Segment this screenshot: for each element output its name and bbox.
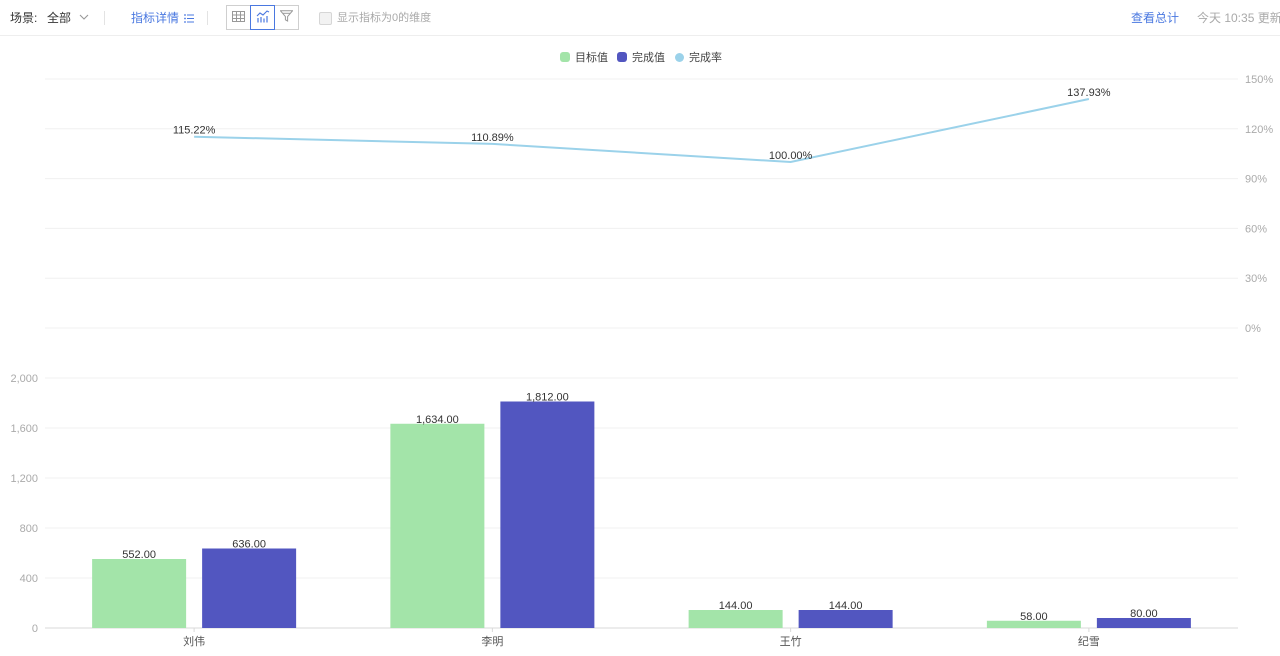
divider (207, 11, 208, 25)
scene-label: 场景: (10, 11, 38, 25)
y-tick-label-right: 0% (1245, 323, 1261, 335)
bar-target (92, 559, 187, 628)
data-label-actual: 1,812.00 (526, 392, 569, 404)
legend-label: 完成值 (632, 52, 665, 64)
data-label-rate: 100.00% (769, 150, 813, 162)
table-view-button[interactable] (226, 5, 251, 30)
chart-view-button[interactable] (250, 5, 275, 30)
show-zero-label: 显示指标为0的维度 (337, 12, 432, 24)
legend-label: 完成率 (689, 52, 722, 64)
legend-item-target[interactable]: 目标值 (560, 49, 608, 65)
combo-chart-icon (256, 9, 270, 26)
data-label-target: 1,634.00 (416, 414, 459, 426)
update-timestamp: 今天 10:35 更新. (1197, 11, 1280, 25)
bar-actual (1096, 618, 1191, 628)
y-tick-label-left: 800 (20, 523, 38, 535)
view-total-link[interactable]: 查看总计 (1131, 11, 1180, 25)
bar-actual (202, 548, 297, 628)
data-label-actual: 144.00 (829, 600, 863, 612)
x-tick-label: 纪雪 (1078, 635, 1100, 648)
chart-legend: 目标值 完成值 完成率 (0, 49, 1280, 65)
toolbar: 场景: 全部 指标详情 显示指标为0的维度 查看总计 今天 10:35 更新. (0, 0, 1280, 36)
bar-target (390, 423, 485, 628)
y-tick-label-right: 60% (1245, 223, 1267, 235)
divider (104, 11, 105, 25)
data-label-target: 552.00 (122, 549, 156, 561)
bar-actual (500, 401, 595, 628)
rate-line (194, 98, 1090, 164)
y-tick-label-right: 30% (1245, 273, 1267, 285)
data-label-rate: 115.22% (173, 125, 216, 137)
table-icon (232, 10, 245, 25)
legend-label: 目标值 (575, 52, 608, 64)
bar-target (688, 610, 783, 628)
chevron-down-icon[interactable] (78, 11, 90, 23)
y-tick-label-left: 1,200 (10, 473, 38, 485)
legend-swatch-actual (617, 52, 627, 62)
data-label-target: 144.00 (719, 600, 753, 612)
y-tick-label-right: 90% (1245, 174, 1267, 186)
scene-select[interactable]: 全部 (47, 11, 72, 25)
y-tick-label-left: 1,600 (10, 423, 38, 435)
legend-item-actual[interactable]: 完成值 (617, 49, 665, 65)
legend-swatch-rate (675, 52, 684, 62)
funnel-view-button[interactable] (274, 5, 299, 30)
metric-detail-link[interactable]: 指标详情 (131, 0, 195, 36)
show-zero-toggle[interactable]: 显示指标为0的维度 (319, 11, 431, 25)
y-tick-label-left: 400 (20, 573, 38, 585)
x-tick-label: 王竹 (780, 634, 802, 648)
data-label-rate: 110.89% (471, 132, 514, 144)
list-icon (184, 11, 195, 25)
metric-detail-label: 指标详情 (131, 11, 180, 25)
data-label-actual: 636.00 (232, 539, 266, 551)
x-tick-label: 李明 (481, 634, 503, 648)
show-zero-checkbox[interactable] (319, 11, 332, 25)
data-label-rate: 137.93% (1067, 87, 1111, 99)
data-label-target: 58.00 (1020, 611, 1048, 623)
data-label-actual: 80.00 (1130, 608, 1158, 620)
y-tick-label-right: 120% (1245, 124, 1273, 136)
view-switcher (226, 5, 299, 30)
bar-actual (798, 610, 893, 628)
legend-swatch-target (560, 52, 570, 62)
y-tick-label-left: 2,000 (10, 373, 38, 385)
y-tick-label-right: 150% (1245, 74, 1273, 86)
x-tick-label: 刘伟 (183, 635, 205, 648)
bar-target (986, 620, 1081, 628)
funnel-icon (279, 10, 294, 25)
y-tick-label-left: 0 (32, 623, 38, 635)
legend-item-rate[interactable]: 完成率 (675, 49, 722, 65)
